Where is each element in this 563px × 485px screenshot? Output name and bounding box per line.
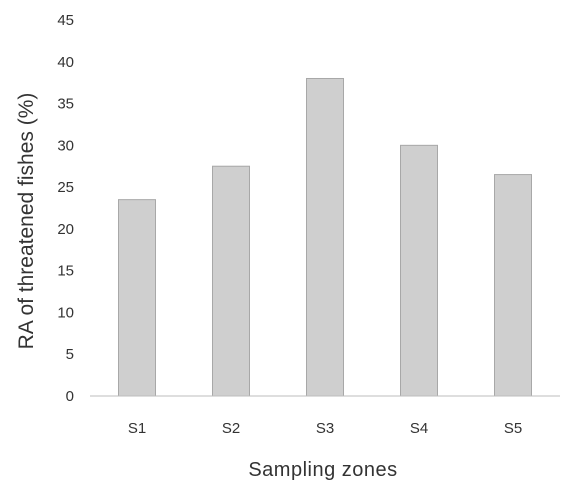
y-tick-label: 45 xyxy=(57,12,74,29)
y-axis-ticks: 0 5 10 15 20 25 30 35 40 45 xyxy=(57,12,74,405)
y-tick-label: 25 xyxy=(57,179,74,196)
x-axis-label: Sampling zones xyxy=(248,459,397,481)
x-tick-label: S2 xyxy=(222,420,240,437)
x-axis-ticks: S1 S2 S3 S4 S5 xyxy=(128,420,522,437)
y-tick-label: 5 xyxy=(66,346,74,363)
bar-s4 xyxy=(400,144,438,397)
y-axis-label: RA of threatened fishes (%) xyxy=(15,93,38,350)
y-tick-label: 30 xyxy=(57,137,74,154)
x-tick-label: S1 xyxy=(128,420,146,437)
x-tick-label: S4 xyxy=(410,420,428,437)
y-tick-label: 35 xyxy=(57,96,74,113)
y-tick-label: 15 xyxy=(57,263,74,280)
y-tick-label: 20 xyxy=(57,221,74,238)
bars xyxy=(118,77,532,397)
x-tick-label: S5 xyxy=(504,420,522,437)
bar-s1 xyxy=(118,199,156,397)
x-tick-label: S3 xyxy=(316,420,334,437)
y-tick-label: 40 xyxy=(57,54,74,71)
bar-s5 xyxy=(494,174,532,397)
y-tick-label: 10 xyxy=(57,304,74,321)
bar-s3 xyxy=(306,77,344,397)
bar-s2 xyxy=(212,165,250,397)
y-tick-label: 0 xyxy=(66,388,74,405)
